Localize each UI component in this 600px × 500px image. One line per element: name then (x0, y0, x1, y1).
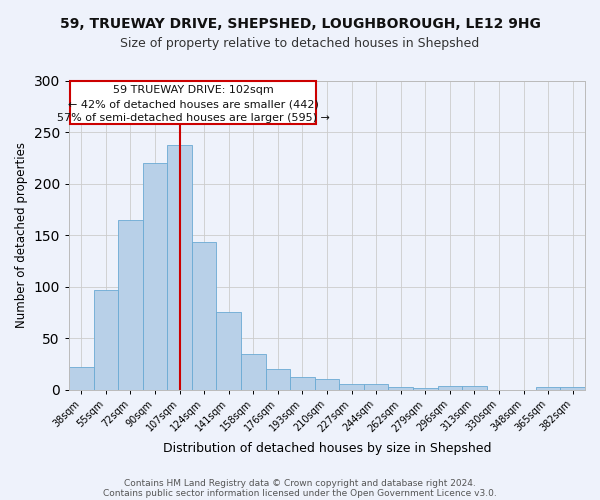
Bar (364, 384, 388, 390)
Text: 57% of semi-detached houses are larger (595) →: 57% of semi-detached houses are larger (… (56, 114, 329, 124)
Text: ← 42% of detached houses are smaller (442): ← 42% of detached houses are smaller (44… (68, 99, 319, 109)
Bar (560, 386, 585, 390)
Bar (388, 386, 413, 390)
Bar (462, 386, 487, 390)
FancyBboxPatch shape (70, 80, 316, 124)
X-axis label: Distribution of detached houses by size in Shepshed: Distribution of detached houses by size … (163, 442, 491, 455)
Bar (413, 388, 437, 390)
Text: Contains public sector information licensed under the Open Government Licence v3: Contains public sector information licen… (103, 488, 497, 498)
Bar (314, 380, 339, 390)
Bar (241, 354, 266, 390)
Bar (536, 386, 560, 390)
Bar (167, 146, 192, 390)
Bar (266, 369, 290, 390)
Text: 59, TRUEWAY DRIVE, SHEPSHED, LOUGHBOROUGH, LE12 9HG: 59, TRUEWAY DRIVE, SHEPSHED, LOUGHBOROUG… (59, 18, 541, 32)
Text: 59 TRUEWAY DRIVE: 102sqm: 59 TRUEWAY DRIVE: 102sqm (113, 84, 274, 94)
Y-axis label: Number of detached properties: Number of detached properties (15, 142, 28, 328)
Bar (118, 220, 143, 390)
Text: Contains HM Land Registry data © Crown copyright and database right 2024.: Contains HM Land Registry data © Crown c… (124, 478, 476, 488)
Bar (437, 386, 462, 390)
Bar (217, 312, 241, 390)
Bar (94, 290, 118, 390)
Bar (339, 384, 364, 390)
Bar (69, 367, 94, 390)
Bar (290, 378, 314, 390)
Text: Size of property relative to detached houses in Shepshed: Size of property relative to detached ho… (121, 38, 479, 51)
Bar (192, 242, 217, 390)
Bar (143, 163, 167, 390)
